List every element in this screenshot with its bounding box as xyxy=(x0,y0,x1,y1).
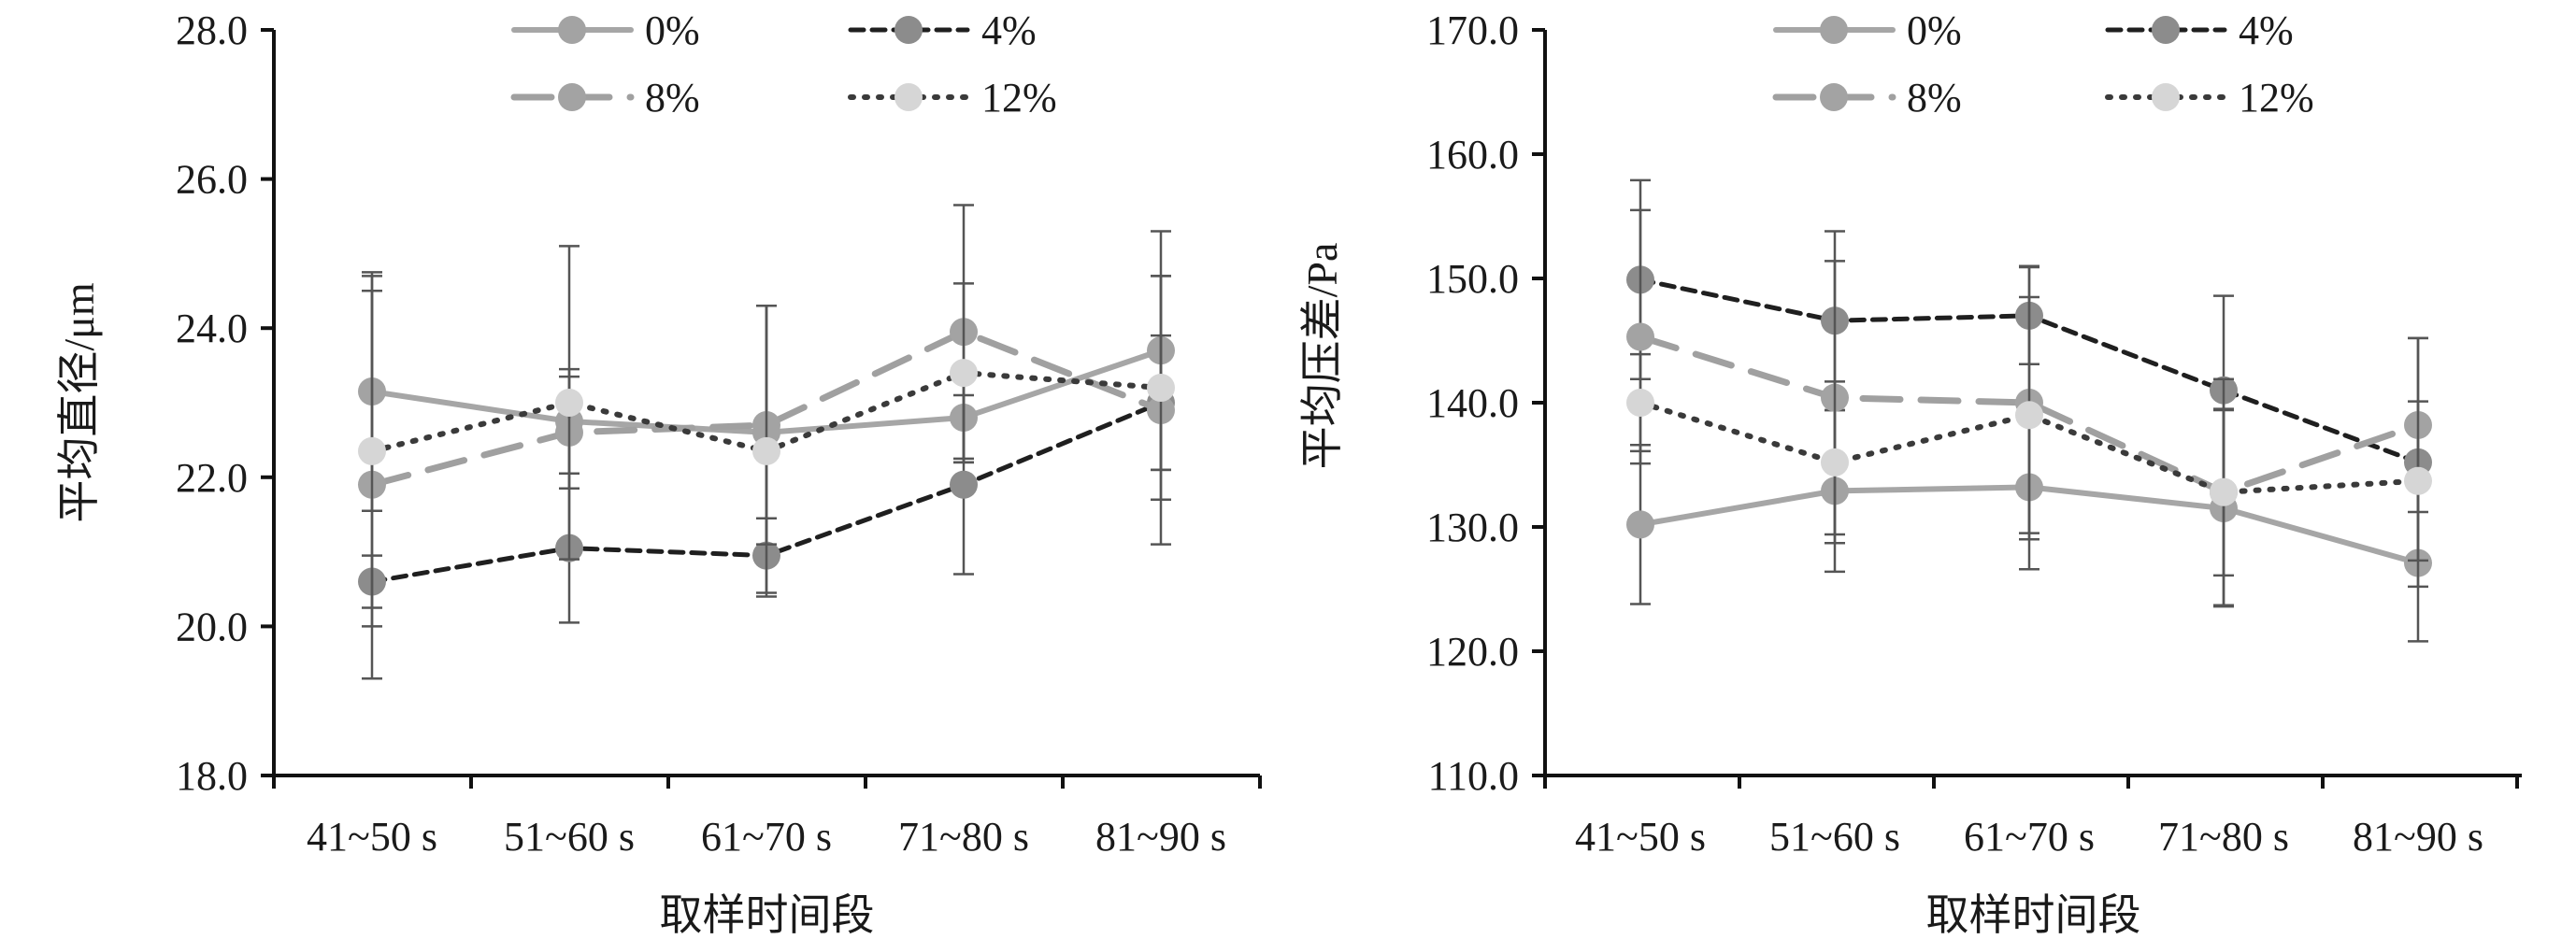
y-tick-label: 28.0 xyxy=(176,7,248,53)
series-12pct xyxy=(1626,295,2432,577)
x-tick-label: 51~60 s xyxy=(1769,814,1900,860)
pressure-diff-chart: 110.0 120.0 130.0 140.0 150.0 160.0 170.0 41~50… xyxy=(1298,7,2522,939)
legend-item: 12% xyxy=(2105,75,2314,121)
data-point xyxy=(2015,401,2043,430)
legend-item: 12% xyxy=(848,75,1057,121)
x-axis-title: 取样时间段 xyxy=(660,891,875,939)
x-tick-label: 61~70 s xyxy=(1964,814,2095,860)
legend-label: 12% xyxy=(2239,75,2314,121)
data-point xyxy=(950,359,978,388)
legend-swatch-marker xyxy=(1820,83,1848,111)
y-tick-label: 150.0 xyxy=(1426,256,1519,302)
x-tick-label: 71~80 s xyxy=(2158,814,2289,860)
x-tick-label: 41~50 s xyxy=(307,814,437,860)
legend-swatch-marker xyxy=(894,83,923,111)
legend-swatch-marker xyxy=(2152,16,2180,44)
data-point xyxy=(2404,466,2432,495)
y-axis-title: 平均压差/Pa xyxy=(1298,243,1346,470)
y-tick-label: 120.0 xyxy=(1426,629,1519,675)
legend-swatch-marker xyxy=(558,83,586,111)
series-line xyxy=(1637,334,2422,496)
x-tick-label: 41~50 s xyxy=(1575,814,1706,860)
data-point xyxy=(2210,477,2238,506)
y-tick-label: 140.0 xyxy=(1426,380,1519,426)
legend-item: 8% xyxy=(1772,75,1962,121)
legend-label: 4% xyxy=(981,7,1037,53)
y-tick-label: 130.0 xyxy=(1426,505,1519,550)
y-tick-label: 22.0 xyxy=(176,455,248,501)
series-line xyxy=(368,328,1165,489)
data-point xyxy=(950,470,978,499)
legend-label: 4% xyxy=(2239,7,2294,53)
data-point xyxy=(1821,448,1849,477)
legend-label: 0% xyxy=(1907,7,1962,53)
legend-item: 4% xyxy=(2105,7,2294,53)
legend-label: 12% xyxy=(981,75,1057,121)
diameter-chart: 18.0 20.0 22.0 24.0 26.0 28.0 41~50 s 51~60 s 61… xyxy=(55,7,1262,939)
x-tick-label: 81~90 s xyxy=(1095,814,1226,860)
data-point xyxy=(555,389,583,417)
x-tick-label: 81~90 s xyxy=(2353,814,2483,860)
data-point xyxy=(1626,389,1654,417)
data-point xyxy=(1626,322,1654,351)
y-tick-label: 160.0 xyxy=(1426,132,1519,178)
y-tick-label: 110.0 xyxy=(1428,753,1519,799)
y-tick-label: 18.0 xyxy=(176,753,248,799)
data-point xyxy=(358,436,386,465)
legend-item: 0% xyxy=(511,7,700,53)
x-tick-label: 71~80 s xyxy=(898,814,1029,860)
y-axis-title: 平均直径/μm xyxy=(55,282,103,522)
legend-item: 4% xyxy=(848,7,1037,53)
legend-label: 8% xyxy=(645,75,700,121)
x-axis-title: 取样时间段 xyxy=(1926,891,2141,939)
y-tick-label: 26.0 xyxy=(176,157,248,203)
y-tick-label: 20.0 xyxy=(176,604,248,649)
x-tick-label: 51~60 s xyxy=(504,814,635,860)
data-point xyxy=(1626,510,1654,539)
legend-item: 0% xyxy=(1773,7,1962,53)
legend-swatch-marker xyxy=(2152,83,2180,111)
legend-swatch-marker xyxy=(558,16,586,44)
series-line xyxy=(1638,400,2421,495)
legend-label: 0% xyxy=(645,7,700,53)
data-point xyxy=(752,436,780,465)
legend-swatch-marker xyxy=(1820,16,1848,44)
data-point xyxy=(1147,374,1175,403)
y-tick-label: 24.0 xyxy=(176,306,248,351)
series-12pct xyxy=(358,245,1175,628)
legend-item: 8% xyxy=(510,75,700,121)
y-tick-label: 170.0 xyxy=(1426,7,1519,53)
legend-label: 8% xyxy=(1907,75,1962,121)
x-tick-label: 61~70 s xyxy=(701,814,832,860)
legend-swatch-marker xyxy=(894,16,923,44)
